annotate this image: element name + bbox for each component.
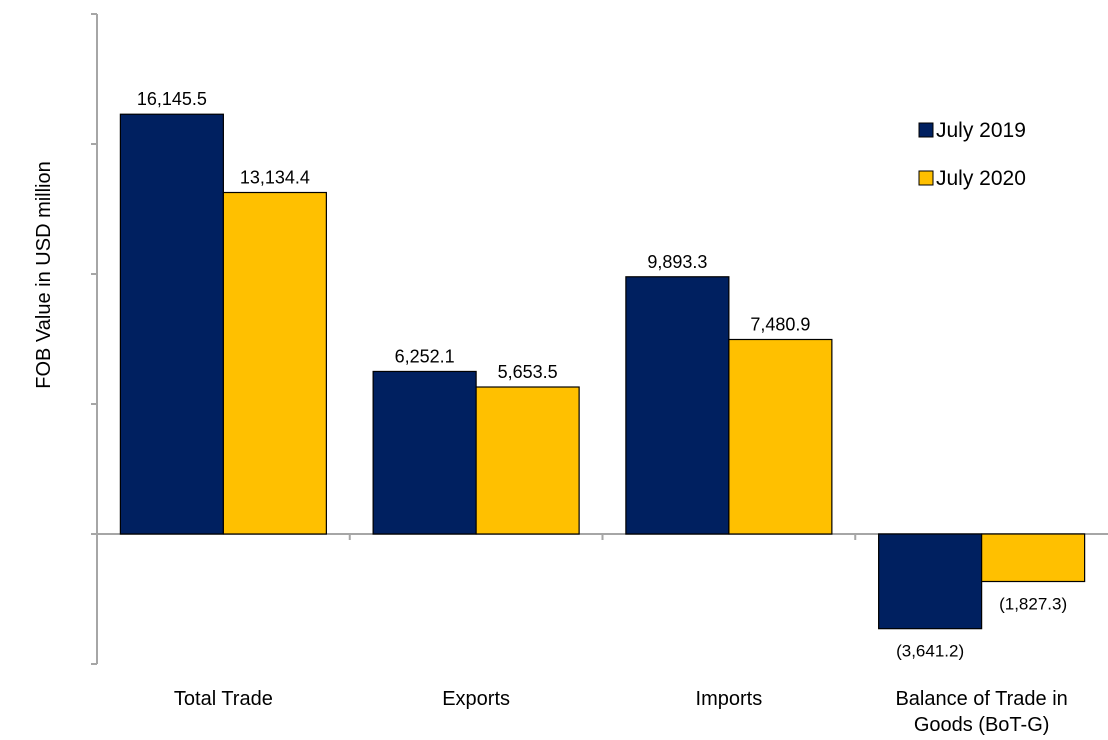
data-label: (1,827.3) [999,595,1067,614]
category-label: Balance of Trade in [895,688,1067,710]
data-label: 7,480.9 [750,314,810,334]
data-label: 9,893.3 [647,252,707,272]
bar [878,533,983,630]
bar [981,533,1086,583]
data-label: 6,252.1 [395,346,455,366]
legend-swatch [918,122,934,138]
category-label: Exports [442,688,510,710]
legend-label: July 2020 [936,167,1026,190]
bars [119,113,1086,630]
category-label: Imports [696,688,763,710]
bar [372,370,477,535]
category-label: Goods (BoT-G) [914,714,1050,736]
bar [475,386,580,535]
data-label: 13,134.4 [240,168,310,188]
bar [222,191,327,535]
bar [728,338,833,535]
data-label: (3,641.2) [896,642,964,661]
legend-label: July 2019 [936,119,1026,142]
y-axis-label: FOB Value in USD million [33,161,55,388]
value-labels: 16,145.5 13,134.4 6,252.1 5,653.5 9,893.3 7,4… [137,89,1067,660]
legend-swatch [918,170,934,186]
legend: July 2019 July 2020 [918,119,1026,190]
data-label: 16,145.5 [137,89,207,109]
bar [625,276,730,535]
data-label: 5,653.5 [498,362,558,382]
bar [119,113,224,535]
category-labels: Total Trade Exports Imports Balance of Trad… [174,688,1068,736]
category-label: Total Trade [174,688,273,710]
